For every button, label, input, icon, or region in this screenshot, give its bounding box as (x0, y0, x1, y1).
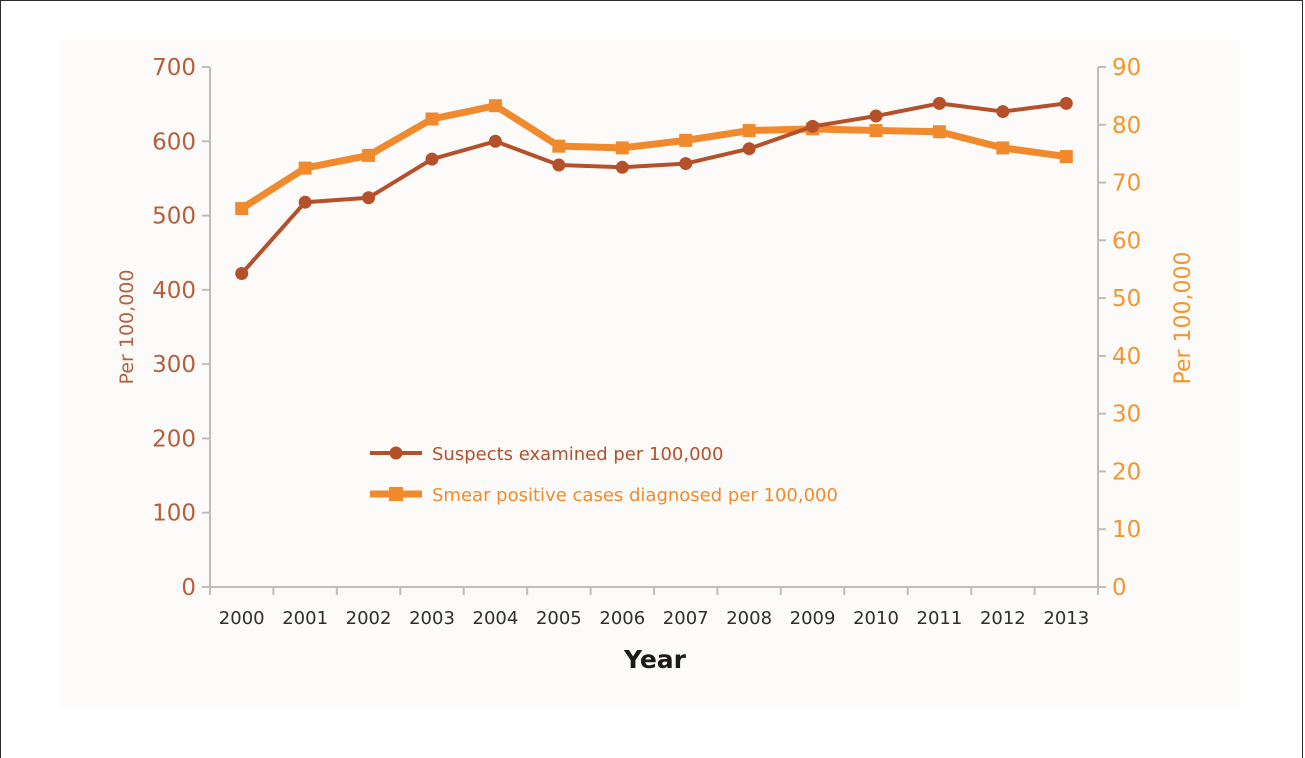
y-right-tick-label: 70 (1112, 171, 1141, 197)
data-point (679, 157, 693, 171)
x-tick-label: 2009 (790, 608, 836, 629)
data-point (425, 112, 439, 126)
x-tick-label: 2007 (663, 608, 709, 629)
y-left-tick-label: 600 (152, 129, 196, 155)
legend-label: Smear positive cases diagnosed per 100,0… (432, 485, 838, 506)
data-point (552, 139, 566, 153)
y-right-tick-label: 80 (1112, 113, 1141, 139)
y-axis-left-ticks: 0 100 200 300 400 500 600 700 (152, 55, 210, 601)
y-right-tick-label: 50 (1112, 286, 1141, 312)
data-point (1059, 150, 1073, 164)
data-point (742, 124, 756, 138)
data-point (679, 133, 693, 147)
x-axis-label: Year (623, 645, 687, 674)
x-tick-label: 2003 (409, 608, 455, 629)
x-axis-ticks: 2000 2001 2002 2003 2004 2005 2006 2007 2008 2009… (209, 587, 1099, 629)
y-axis-right-label: Per 100,000 (1171, 251, 1196, 384)
y-axis-right-ticks: 0 10 20 30 40 50 60 70 80 90 (1098, 55, 1141, 601)
series-layer (235, 96, 1073, 281)
y-right-tick-label: 30 (1112, 402, 1141, 428)
legend: Suspects examined per 100,000 Smear posit… (370, 444, 838, 506)
y-right-tick-label: 90 (1112, 55, 1141, 81)
data-point (425, 152, 439, 166)
y-left-tick-label: 500 (152, 204, 196, 230)
data-point (742, 142, 756, 156)
x-tick-label: 2004 (473, 608, 519, 629)
data-point (1059, 96, 1073, 110)
y-right-tick-label: 10 (1112, 517, 1141, 543)
data-point (996, 105, 1010, 119)
data-point (932, 96, 946, 110)
x-tick-label: 2008 (726, 608, 772, 629)
data-point (298, 161, 312, 175)
x-tick-label: 2000 (219, 608, 265, 629)
y-left-tick-label: 300 (152, 352, 196, 378)
x-tick-label: 2002 (346, 608, 392, 629)
x-tick-label: 2013 (1043, 608, 1089, 629)
legend-entry-suspects-examined: Suspects examined per 100,000 (370, 444, 723, 465)
x-tick-label: 2005 (536, 608, 582, 629)
x-tick-label: 2010 (853, 608, 899, 629)
data-point (932, 125, 946, 139)
y-left-tick-label: 700 (152, 55, 196, 81)
y-axis-left-label: Per 100,000 (116, 270, 138, 385)
y-left-tick-label: 400 (152, 278, 196, 304)
x-tick-label: 2006 (599, 608, 645, 629)
x-tick-label: 2011 (917, 608, 963, 629)
data-point (298, 195, 312, 209)
data-point (362, 191, 376, 205)
data-point (615, 141, 629, 155)
data-point (615, 160, 629, 174)
data-point (806, 119, 820, 133)
series-line (239, 101, 1069, 276)
series-suspects-examined (235, 96, 1073, 281)
y-left-tick-label: 100 (152, 501, 196, 527)
data-point (488, 134, 502, 148)
x-tick-label: 2012 (980, 608, 1026, 629)
series-line (238, 102, 1070, 213)
legend-marker (389, 446, 403, 460)
y-right-tick-label: 20 (1112, 459, 1141, 485)
data-point (235, 202, 249, 216)
data-point (362, 148, 376, 162)
legend-label: Suspects examined per 100,000 (432, 444, 723, 465)
data-point (235, 267, 249, 281)
y-left-tick-label: 0 (181, 575, 196, 601)
y-right-tick-label: 60 (1112, 228, 1141, 254)
data-point (488, 99, 502, 113)
data-point (552, 158, 566, 172)
legend-entry-smear-positive-cases: Smear positive cases diagnosed per 100,0… (370, 485, 838, 506)
y-left-tick-label: 200 (152, 426, 196, 452)
data-point (996, 141, 1010, 155)
y-right-tick-label: 40 (1112, 344, 1141, 370)
data-point (869, 109, 883, 123)
data-point (869, 124, 883, 138)
x-tick-label: 2001 (282, 608, 328, 629)
y-right-tick-label: 0 (1112, 575, 1127, 601)
legend-marker (389, 487, 403, 501)
